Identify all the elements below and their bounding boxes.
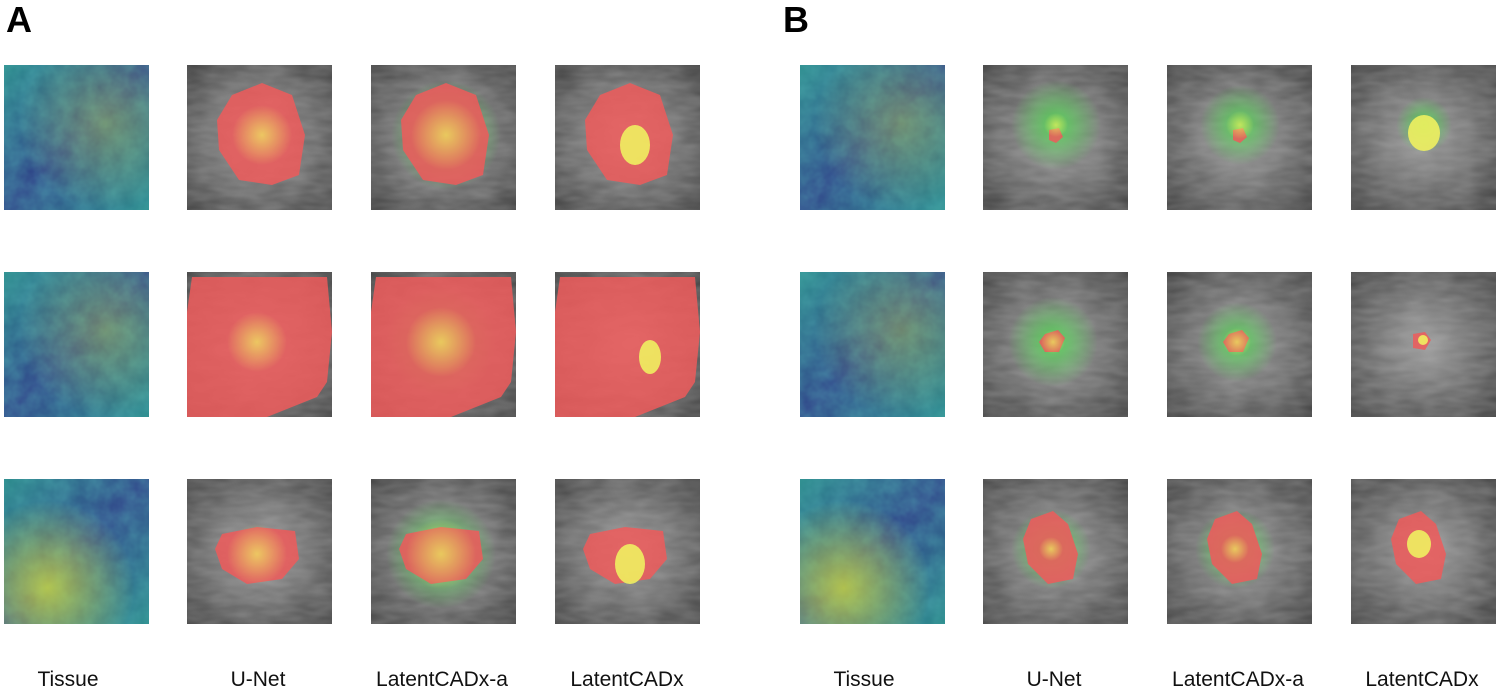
panel-label-a: A: [6, 0, 32, 40]
image-b-row1-latentcadx-a: [1167, 65, 1312, 210]
column-label-tissue-b: Tissue: [833, 668, 895, 691]
image-b-row3-unet: [983, 479, 1128, 624]
column-label-unet-a: U-Net: [230, 668, 286, 691]
image-a-row1-latentcadx-a: [371, 65, 516, 210]
column-label-unet-b: U-Net: [1026, 668, 1082, 691]
image-a-row2-latentcadx: [555, 272, 700, 417]
column-label-latentcadx-b: LatentCADx: [1365, 668, 1479, 691]
image-a-row1-latentcadx: [555, 65, 700, 210]
image-a-row2-latentcadx-a: [371, 272, 516, 417]
panel-label-b: B: [783, 0, 809, 40]
image-b-row1-tissue: [800, 65, 945, 210]
image-a-row3-tissue: [4, 479, 149, 624]
column-label-latentcadx-a-a: LatentCADx-a: [376, 668, 508, 691]
image-b-row1-unet: [983, 65, 1128, 210]
image-b-row3-latentcadx: [1351, 479, 1496, 624]
image-a-row3-latentcadx-a: [371, 479, 516, 624]
image-a-row1-unet: [187, 65, 332, 210]
image-a-row1-tissue: [4, 65, 149, 210]
image-b-row2-latentcadx-a: [1167, 272, 1312, 417]
image-b-row3-tissue: [800, 479, 945, 624]
image-a-row3-unet: [187, 479, 332, 624]
image-b-row2-tissue: [800, 272, 945, 417]
column-label-latentcadx-a-b: LatentCADx-a: [1172, 668, 1304, 691]
image-b-row3-latentcadx-a: [1167, 479, 1312, 624]
image-b-row2-latentcadx: [1351, 272, 1496, 417]
image-a-row2-tissue: [4, 272, 149, 417]
column-label-latentcadx-a: LatentCADx: [570, 668, 684, 691]
image-a-row3-latentcadx: [555, 479, 700, 624]
image-b-row2-unet: [983, 272, 1128, 417]
image-b-row1-latentcadx: [1351, 65, 1496, 210]
image-a-row2-unet: [187, 272, 332, 417]
column-label-tissue-a: Tissue: [37, 668, 99, 691]
